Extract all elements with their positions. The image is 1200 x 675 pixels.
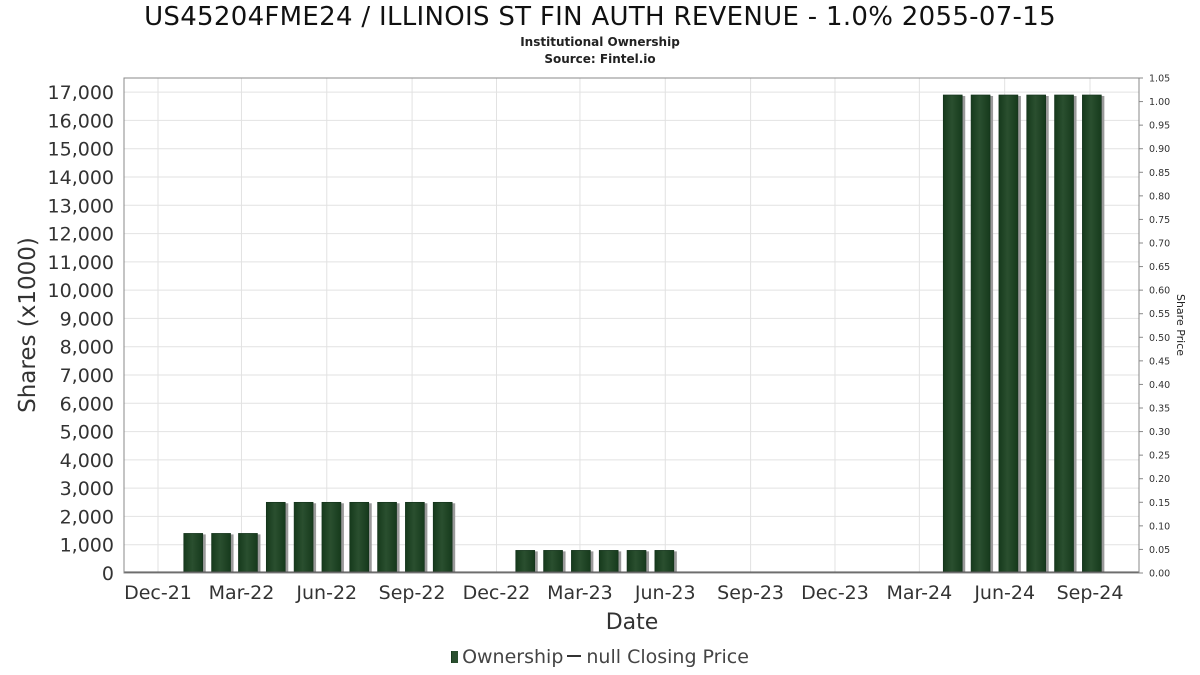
x-tick-label: Sep-24 <box>1057 582 1124 604</box>
y-tick-label: 14,000 <box>48 167 114 189</box>
y-tick-label: 8,000 <box>60 337 114 359</box>
x-axis-label: Date <box>606 610 659 635</box>
legend-ownership-label: Ownership <box>462 646 564 668</box>
y2-tick-label: 0.95 <box>1149 121 1170 132</box>
ownership-bar <box>654 550 675 574</box>
ownership-bar <box>1026 94 1047 574</box>
y2-tick-label: 1.05 <box>1149 74 1170 85</box>
ownership-bar <box>349 501 370 574</box>
y-tick-label: 6,000 <box>60 393 114 415</box>
plot-border <box>123 77 1140 574</box>
ownership-bar <box>238 533 258 574</box>
y2-tick-label: 0.00 <box>1149 569 1170 580</box>
x-tick-label: Jun-24 <box>973 582 1035 604</box>
plot-area <box>124 78 1139 573</box>
x-tick-label: Sep-23 <box>717 582 784 604</box>
y-tick-label: 9,000 <box>60 308 114 330</box>
legend-ownership-swatch <box>451 651 459 663</box>
y-tick-label: 13,000 <box>48 195 114 217</box>
chart-source: Source: Fintel.io <box>544 52 656 66</box>
ownership-bar <box>1082 94 1102 574</box>
ownership-bar <box>1054 94 1074 574</box>
x-tick-label: Jun-23 <box>634 582 696 604</box>
ownership-bar <box>183 533 204 574</box>
y-tick-label: 0 <box>102 563 114 585</box>
ownership-bar <box>265 501 286 574</box>
y2-tick-label: 0.50 <box>1149 333 1170 344</box>
y2-tick-label: 0.80 <box>1149 191 1170 202</box>
ownership-bar <box>571 550 591 574</box>
y2-tick-label: 1.00 <box>1149 97 1170 108</box>
y-tick-label: 3,000 <box>60 478 114 500</box>
x-tick-label: Mar-24 <box>887 582 953 604</box>
y-tick-label: 10,000 <box>48 280 114 302</box>
x-tick-label: Jun-22 <box>295 582 357 604</box>
y2-tick-label: 0.75 <box>1149 215 1170 226</box>
y2-tick-label: 0.90 <box>1149 144 1170 155</box>
y2-tick-label: 0.10 <box>1149 521 1170 532</box>
y-tick-label: 1,000 <box>60 535 114 557</box>
y2-tick-label: 0.45 <box>1149 356 1170 367</box>
y2-tick-label: 0.35 <box>1149 404 1170 415</box>
y-tick-label: 15,000 <box>48 139 114 161</box>
ownership-bar <box>970 94 991 574</box>
y2-tick-label: 0.65 <box>1149 262 1170 273</box>
y2-tick-label: 0.20 <box>1149 474 1170 485</box>
y2-tick-label: 0.55 <box>1149 309 1170 320</box>
y-tick-label: 7,000 <box>60 365 114 387</box>
x-tick-label: Mar-22 <box>209 582 275 604</box>
y-tick-label: 2,000 <box>60 506 114 528</box>
y2-tick-label: 0.70 <box>1149 239 1170 250</box>
x-tick-label: Dec-22 <box>463 582 531 604</box>
ownership-bar <box>626 550 647 574</box>
chart-subtitle: Institutional Ownership <box>520 35 680 49</box>
x-tick-label: Dec-23 <box>801 582 869 604</box>
ownership-bar <box>321 501 342 574</box>
y2-tick-label: 0.60 <box>1149 286 1170 297</box>
y-tick-label: 17,000 <box>48 82 114 104</box>
y2-axis-label: Share Price <box>1174 294 1187 356</box>
ownership-bar <box>211 533 231 574</box>
legend-price-label: null Closing Price <box>586 646 749 668</box>
y2-tick-label: 0.25 <box>1149 451 1170 462</box>
chart-title: US45204FME24 / ILLINOIS ST FIN AUTH REVE… <box>144 2 1056 32</box>
y-tick-label: 5,000 <box>60 422 114 444</box>
ownership-bar <box>515 550 536 574</box>
y-axis-label: Shares (x1000) <box>15 237 41 413</box>
ownership-bar <box>598 550 619 574</box>
y2-tick-label: 0.85 <box>1149 168 1170 179</box>
y2-tick-label: 0.30 <box>1149 427 1170 438</box>
ownership-bar <box>942 94 963 574</box>
y2-tick-label: 0.05 <box>1149 545 1170 556</box>
y2-tick-label: 0.40 <box>1149 380 1170 391</box>
ownership-bar <box>432 501 453 574</box>
y-tick-label: 11,000 <box>48 252 114 274</box>
ownership-bar <box>377 501 397 574</box>
ownership-bar <box>405 501 425 574</box>
y-tick-label: 16,000 <box>48 110 114 132</box>
ownership-bar <box>293 501 314 574</box>
ownership-bar <box>543 550 563 574</box>
y2-tick-label: 0.15 <box>1149 498 1170 509</box>
legend-price-line <box>567 655 582 657</box>
x-tick-label: Mar-23 <box>547 582 613 604</box>
y-tick-label: 4,000 <box>60 450 114 472</box>
x-tick-label: Dec-21 <box>124 582 192 604</box>
y-tick-label: 12,000 <box>48 224 114 246</box>
ownership-bar <box>998 94 1019 574</box>
chart-legend: Ownership null Closing Price <box>0 646 1200 668</box>
x-tick-label: Sep-22 <box>379 582 446 604</box>
